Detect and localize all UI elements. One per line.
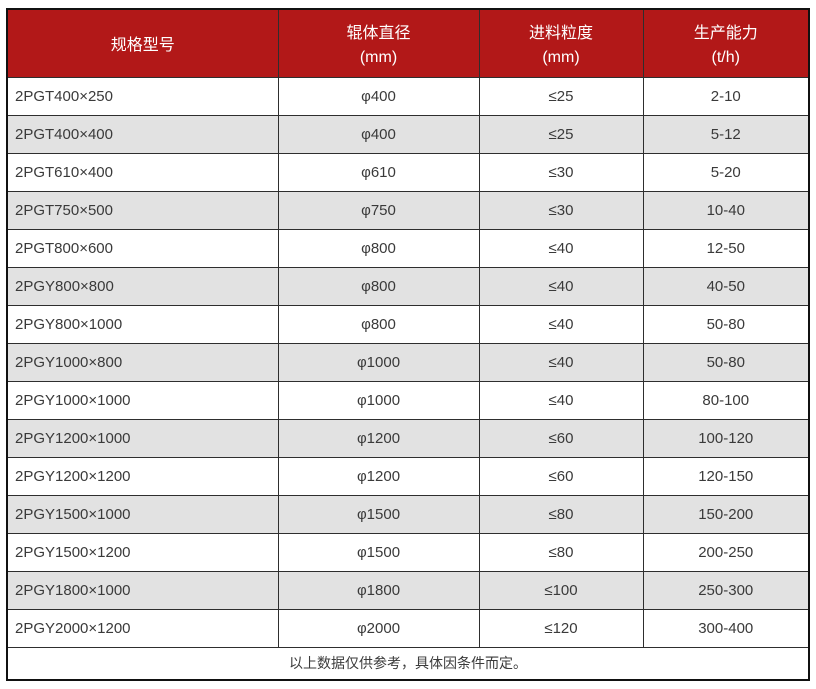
model-cell: 2PGT610×400 [6, 152, 279, 192]
model-cell: 2PGY1500×1200 [6, 532, 279, 572]
capacity-cell: 50-80 [642, 304, 810, 344]
table-row: 2PGY800×800 φ800 ≤40 40-50 [6, 266, 810, 306]
table-footer: 以上数据仅供参考，具体因条件而定。 [6, 646, 810, 681]
header-capacity-title: 生产能力 [693, 25, 758, 43]
diameter-cell: φ1500 [277, 494, 480, 534]
feed-size-cell: ≤25 [478, 76, 644, 116]
model-cell: 2PGY800×1000 [6, 304, 279, 344]
footer-row: 以上数据仅供参考，具体因条件而定。 [6, 646, 810, 681]
feed-size-cell: ≤30 [478, 190, 644, 230]
capacity-cell: 10-40 [642, 190, 810, 230]
diameter-cell: φ610 [277, 152, 480, 192]
capacity-cell: 80-100 [642, 380, 810, 420]
capacity-cell: 12-50 [642, 228, 810, 268]
capacity-cell: 150-200 [642, 494, 810, 534]
diameter-cell: φ800 [277, 228, 480, 268]
header-model: 规格型号 [6, 8, 279, 78]
capacity-cell: 5-12 [642, 114, 810, 154]
table-row: 2PGY1200×1200 φ1200 ≤60 120-150 [6, 456, 810, 496]
diameter-cell: φ800 [277, 266, 480, 306]
table-row: 2PGT800×600 φ800 ≤40 12-50 [6, 228, 810, 268]
model-cell: 2PGT800×600 [6, 228, 279, 268]
header-capacity: 生产能力 (t/h) [642, 8, 810, 78]
model-cell: 2PGT400×250 [6, 76, 279, 116]
diameter-cell: φ800 [277, 304, 480, 344]
capacity-cell: 2-10 [642, 76, 810, 116]
diameter-cell: φ400 [277, 114, 480, 154]
table-row: 2PGT750×500 φ750 ≤30 10-40 [6, 190, 810, 230]
header-model-title: 规格型号 [110, 37, 175, 55]
header-diameter-unit: (mm) [359, 49, 398, 67]
feed-size-cell: ≤40 [478, 266, 644, 306]
diameter-cell: φ1200 [277, 456, 480, 496]
model-cell: 2PGT400×400 [6, 114, 279, 154]
table-row: 2PGY1800×1000 φ1800 ≤100 250-300 [6, 570, 810, 610]
feed-size-cell: ≤40 [478, 304, 644, 344]
feed-size-cell: ≤60 [478, 456, 644, 496]
capacity-cell: 50-80 [642, 342, 810, 382]
feed-size-cell: ≤25 [478, 114, 644, 154]
model-cell: 2PGY1200×1000 [6, 418, 279, 458]
capacity-cell: 40-50 [642, 266, 810, 306]
header-diameter: 辊体直径 (mm) [277, 8, 480, 78]
header-feed-size: 进料粒度 (mm) [478, 8, 644, 78]
capacity-cell: 120-150 [642, 456, 810, 496]
header-row: 规格型号 辊体直径 (mm) 进料粒度 (mm) [6, 8, 810, 78]
model-cell: 2PGT750×500 [6, 190, 279, 230]
feed-size-cell: ≤80 [478, 494, 644, 534]
table-row: 2PGY800×1000 φ800 ≤40 50-80 [6, 304, 810, 344]
model-cell: 2PGY800×800 [6, 266, 279, 306]
feed-size-cell: ≤40 [478, 342, 644, 382]
capacity-cell: 300-400 [642, 608, 810, 648]
table-row: 2PGT400×400 φ400 ≤25 5-12 [6, 114, 810, 154]
diameter-cell: φ2000 [277, 608, 480, 648]
diameter-cell: φ400 [277, 76, 480, 116]
capacity-cell: 100-120 [642, 418, 810, 458]
model-cell: 2PGY1000×800 [6, 342, 279, 382]
table-row: 2PGY2000×1200 φ2000 ≤120 300-400 [6, 608, 810, 648]
diameter-cell: φ1000 [277, 342, 480, 382]
table-row: 2PGY1000×800 φ1000 ≤40 50-80 [6, 342, 810, 382]
table-row: 2PGY1200×1000 φ1200 ≤60 100-120 [6, 418, 810, 458]
feed-size-cell: ≤120 [478, 608, 644, 648]
diameter-cell: φ750 [277, 190, 480, 230]
feed-size-cell: ≤40 [478, 228, 644, 268]
table-row: 2PGT400×250 φ400 ≤25 2-10 [6, 76, 810, 116]
header-feed-size-title: 进料粒度 [528, 25, 593, 43]
feed-size-cell: ≤60 [478, 418, 644, 458]
diameter-cell: φ1000 [277, 380, 480, 420]
model-cell: 2PGY1500×1000 [6, 494, 279, 534]
model-cell: 2PGY1200×1200 [6, 456, 279, 496]
table-header: 规格型号 辊体直径 (mm) 进料粒度 (mm) [6, 8, 810, 78]
header-feed-size-unit: (mm) [542, 49, 580, 67]
model-cell: 2PGY1800×1000 [6, 570, 279, 610]
roller-crusher-spec-table: 规格型号 辊体直径 (mm) 进料粒度 (mm) [6, 8, 810, 681]
header-capacity-unit: (t/h) [711, 49, 740, 67]
table-row: 2PGT610×400 φ610 ≤30 5-20 [6, 152, 810, 192]
table-row: 2PGY1500×1000 φ1500 ≤80 150-200 [6, 494, 810, 534]
model-cell: 2PGY1000×1000 [6, 380, 279, 420]
table-body: 2PGT400×250 φ400 ≤25 2-10 2PGT400×400 φ400 ≤25… [6, 76, 810, 648]
feed-size-cell: ≤30 [478, 152, 644, 192]
capacity-cell: 200-250 [642, 532, 810, 572]
table-row: 2PGY1000×1000 φ1000 ≤40 80-100 [6, 380, 810, 420]
footer-note: 以上数据仅供参考，具体因条件而定。 [6, 646, 810, 681]
diameter-cell: φ1800 [277, 570, 480, 610]
capacity-cell: 250-300 [642, 570, 810, 610]
capacity-cell: 5-20 [642, 152, 810, 192]
diameter-cell: φ1200 [277, 418, 480, 458]
model-cell: 2PGY2000×1200 [6, 608, 279, 648]
diameter-cell: φ1500 [277, 532, 480, 572]
feed-size-cell: ≤40 [478, 380, 644, 420]
feed-size-cell: ≤100 [478, 570, 644, 610]
header-diameter-title: 辊体直径 [346, 25, 411, 43]
feed-size-cell: ≤80 [478, 532, 644, 572]
table-row: 2PGY1500×1200 φ1500 ≤80 200-250 [6, 532, 810, 572]
